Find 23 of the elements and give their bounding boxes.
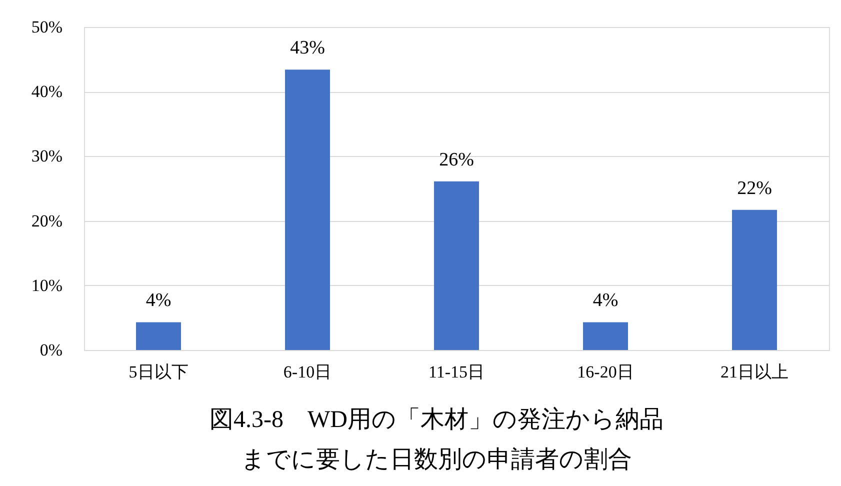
bar [732,210,777,350]
bar [136,322,181,350]
data-label: 4% [592,290,618,312]
x-tick-label: 21日以上 [720,362,788,382]
y-tick-label: 10% [31,276,62,295]
y-tick-label: 40% [31,82,62,102]
bar [583,322,628,350]
data-label: 22% [737,178,772,199]
y-tick-label: 0% [40,340,62,360]
bar [285,70,330,350]
x-tick-label: 11-15日 [428,362,485,382]
y-tick-label: 20% [31,211,62,230]
text: 図4.3-8 WD用の「木材」の発注から納品 [210,407,664,433]
data-label: 4% [146,290,172,312]
text: までに要した日数別の申請者の割合 [241,447,632,473]
data-label: 26% [439,149,474,170]
y-tick-label: 50% [31,18,62,36]
x-tick-label: 5日以下 [128,362,188,382]
data-label: 43% [290,38,326,59]
x-tick-label: 6-10日 [283,362,332,382]
y-tick-label: 30% [31,146,62,166]
x-tick-label: 16-20日 [577,362,634,382]
bar [434,181,479,350]
